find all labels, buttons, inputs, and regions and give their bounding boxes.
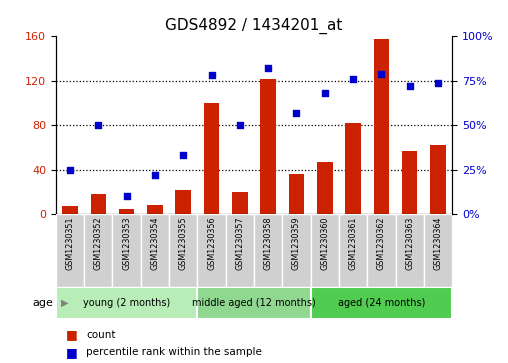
Bar [367,214,396,287]
Point [94,122,103,128]
Text: GDS4892 / 1434201_at: GDS4892 / 1434201_at [165,17,343,33]
Text: GSM1230353: GSM1230353 [122,216,131,270]
Bar [317,162,333,214]
Bar [175,190,191,214]
Text: GSM1230352: GSM1230352 [94,216,103,270]
Text: GSM1230356: GSM1230356 [207,216,216,270]
Bar [141,214,169,287]
Bar [84,214,112,287]
Text: GSM1230359: GSM1230359 [292,216,301,270]
Bar [226,214,254,287]
Bar [169,214,198,287]
Bar [424,214,452,287]
Bar [232,192,247,214]
Text: middle aged (12 months): middle aged (12 months) [192,298,316,308]
Bar [282,214,310,287]
Point [293,110,301,116]
Point [349,76,357,82]
Bar [339,214,367,287]
Text: GSM1230355: GSM1230355 [179,216,188,270]
Text: GSM1230364: GSM1230364 [433,216,442,270]
Bar [396,214,424,287]
Point [179,152,187,158]
Bar [310,214,339,287]
Bar [430,145,446,214]
Bar [198,214,226,287]
Point [405,83,414,89]
Point [264,65,272,71]
Text: young (2 months): young (2 months) [83,298,170,308]
Text: GSM1230354: GSM1230354 [150,216,160,270]
Text: GSM1230363: GSM1230363 [405,216,414,270]
Text: percentile rank within the sample: percentile rank within the sample [86,347,262,357]
Bar [204,103,219,214]
Point [434,79,442,85]
Bar [62,207,78,214]
Bar [289,174,304,214]
Bar [112,214,141,287]
Point [122,193,131,199]
Text: GSM1230362: GSM1230362 [377,216,386,270]
Bar [119,209,135,214]
Bar [345,123,361,214]
Text: ■: ■ [66,328,78,341]
Point [377,71,386,77]
Text: ▶: ▶ [61,298,69,308]
Text: age: age [33,298,53,308]
Text: count: count [86,330,116,340]
Text: aged (24 months): aged (24 months) [338,298,425,308]
Point [66,167,74,172]
Point [321,90,329,96]
Bar [402,151,418,214]
Text: ■: ■ [66,346,78,359]
Bar [261,78,276,214]
Bar [90,194,106,214]
Text: GSM1230351: GSM1230351 [66,216,75,270]
Point [236,122,244,128]
Point [151,172,159,178]
Bar [373,38,389,214]
Bar [254,214,282,287]
Point [207,73,215,78]
Bar [56,287,198,319]
Bar [56,214,84,287]
Text: GSM1230361: GSM1230361 [348,216,358,270]
Bar [147,205,163,214]
Bar [310,287,452,319]
Text: GSM1230358: GSM1230358 [264,216,273,270]
Text: GSM1230357: GSM1230357 [235,216,244,270]
Text: GSM1230360: GSM1230360 [320,216,329,270]
Bar [198,287,310,319]
